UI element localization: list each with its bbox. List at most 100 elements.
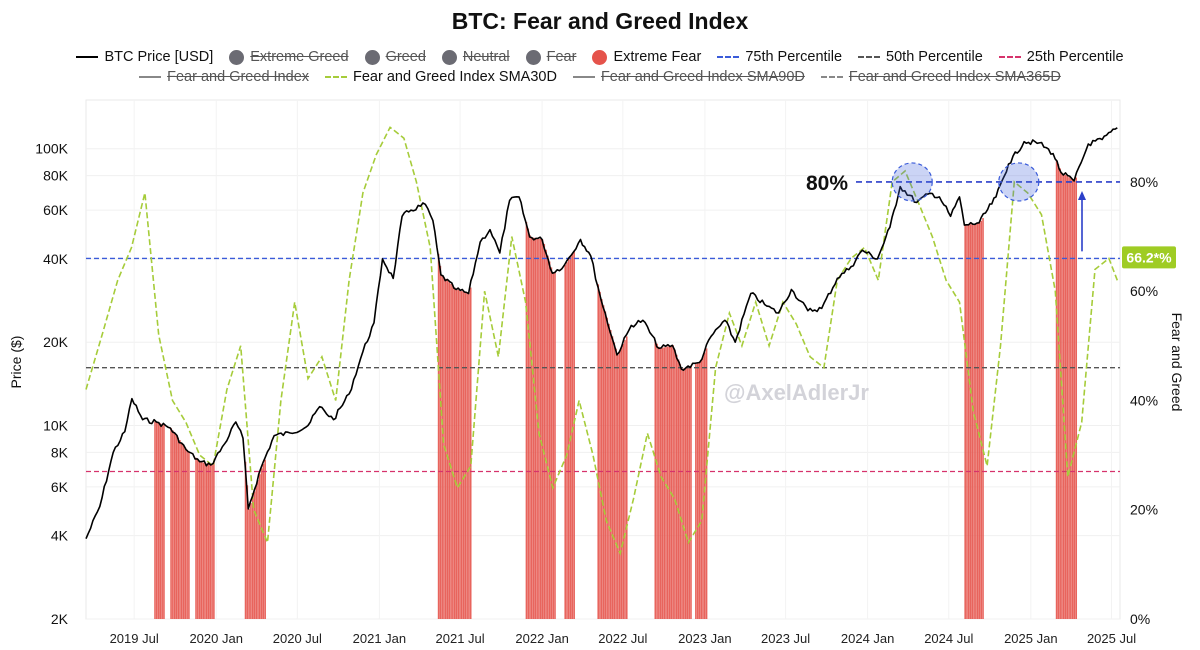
- extreme-fear-bar: [548, 261, 551, 619]
- legend-item-fear-and-greed-index-sma90d[interactable]: Fear and Greed Index SMA90D: [572, 69, 805, 85]
- extreme-fear-bar: [613, 342, 616, 619]
- legend-label: Fear and Greed Index: [167, 69, 310, 85]
- y-left-tick-label: 20K: [43, 334, 69, 350]
- extreme-fear-bar: [1066, 176, 1069, 619]
- extreme-fear-bar: [469, 287, 472, 619]
- x-tick-label: 2025 Jul: [1087, 631, 1136, 646]
- extreme-fear-bar: [538, 238, 540, 619]
- extreme-fear-bar: [677, 359, 680, 619]
- legend-item-greed[interactable]: Greed: [364, 49, 426, 65]
- legend-label: Greed: [385, 49, 426, 65]
- y-right-tick-label: 20%: [1130, 502, 1158, 518]
- y-left-tick-label: 6K: [51, 479, 69, 495]
- legend-swatch: [229, 49, 245, 65]
- extreme-fear-bar: [688, 366, 690, 619]
- extreme-fear-bar: [547, 255, 549, 619]
- y-right-tick-label: 0%: [1130, 611, 1150, 627]
- legend-item-neutral[interactable]: Neutral: [441, 49, 510, 65]
- extreme-fear-bar: [173, 432, 176, 619]
- fng-sma30d-line: [85, 126, 1119, 556]
- y-left-tick-label: 4K: [51, 528, 69, 544]
- extreme-fear-bar: [200, 461, 203, 619]
- extreme-fear-bar: [571, 253, 574, 619]
- extreme-fear-bar: [1055, 159, 1058, 620]
- y-right-tick-label: 60%: [1130, 283, 1158, 299]
- extreme-fear-bar: [539, 239, 542, 619]
- legend-swatch: [139, 76, 162, 78]
- x-tick-label: 2020 Jan: [189, 631, 243, 646]
- watermark: @AxelAdlerJr: [724, 380, 869, 405]
- extreme-fear-bar: [1070, 178, 1072, 620]
- fng-sma30d-path: [85, 126, 1119, 556]
- extreme-fear-bar: [654, 340, 657, 619]
- extreme-fear-bar: [665, 346, 667, 619]
- y-right-tick-label: 40%: [1130, 392, 1158, 408]
- legend-item-extreme-fear[interactable]: Extreme Fear: [592, 49, 701, 65]
- extreme-fear-bar: [448, 282, 451, 619]
- extreme-fear-bar: [170, 427, 172, 619]
- y-axis-right: 0% 20% 40% 60% 80%: [1130, 174, 1158, 627]
- extreme-fear-bar: [195, 457, 197, 619]
- extreme-fear-bar: [251, 497, 254, 619]
- legend-item-extreme-greed[interactable]: Extreme Greed: [229, 49, 349, 65]
- extreme-fear-bar: [244, 461, 247, 619]
- extreme-fear-bar: [248, 508, 250, 619]
- legend-item-fear-and-greed-index[interactable]: Fear and Greed Index: [139, 69, 309, 85]
- legend-item-fear[interactable]: Fear: [525, 49, 576, 65]
- highlight-circle: [998, 162, 1040, 202]
- extreme-fear-bar: [246, 485, 249, 619]
- legend-item-75th-percentile[interactable]: 75th Percentile: [717, 49, 842, 65]
- legend-item-25th-percentile[interactable]: 25th Percentile: [998, 49, 1124, 65]
- level-80-label: 80%: [806, 172, 848, 195]
- extreme-fear-bar: [679, 364, 682, 619]
- extreme-fear-bar: [969, 224, 972, 619]
- legend-label: Fear and Greed Index SMA365D: [848, 69, 1061, 85]
- y-left-tick-label: 60K: [43, 202, 69, 218]
- legend-swatch: [820, 76, 843, 78]
- extreme-fear-bar: [982, 218, 984, 620]
- extreme-fear-bar: [976, 223, 979, 619]
- y-left-tick-label: 2K: [51, 611, 69, 627]
- extreme-fear-bar: [675, 354, 678, 619]
- extreme-fear-bar: [437, 253, 440, 620]
- extreme-fear-bar: [1057, 164, 1060, 620]
- extreme-fear-bar: [450, 283, 452, 619]
- legend-item-fear-and-greed-index-sma365d[interactable]: Fear and Greed Index SMA365D: [820, 69, 1061, 85]
- extreme-fear-bar: [527, 228, 530, 619]
- extreme-fear-bar: [536, 238, 538, 619]
- y-axis-left-label: Price ($): [8, 336, 24, 389]
- extreme-fear-bar: [672, 345, 674, 619]
- x-tick-label: 2021 Jan: [353, 631, 407, 646]
- extreme-fear-bar: [446, 280, 449, 619]
- extreme-fear-bar: [573, 250, 575, 619]
- legend-item-50th-percentile[interactable]: 50th Percentile: [858, 49, 983, 65]
- legend-swatch: [76, 56, 99, 58]
- extreme-fear-bar: [966, 224, 968, 619]
- extreme-fear-bar: [666, 346, 669, 619]
- extreme-fear-bar: [207, 464, 210, 619]
- y-left-tick-label: 40K: [43, 251, 69, 267]
- extreme-fear-bar: [604, 311, 607, 619]
- extreme-fear-bar: [534, 237, 537, 620]
- legend-row-1: BTC Price [USD] Extreme Greed Greed Neutral…: [0, 49, 1200, 65]
- extreme-fear-bar: [661, 347, 664, 619]
- extreme-fear-bar: [695, 364, 697, 619]
- extreme-fear-bar: [211, 464, 213, 619]
- extreme-fear-bar: [175, 435, 178, 619]
- legend-item-btc-price-usd[interactable]: BTC Price [USD]: [76, 49, 213, 65]
- extreme-fear-bar: [599, 291, 601, 619]
- extreme-fear-bar: [597, 284, 600, 619]
- extreme-fear-bar: [441, 275, 443, 619]
- legend-item-fear-and-greed-index-sma30d[interactable]: Fear and Greed Index SMA30D: [325, 69, 557, 85]
- extreme-fear-bar: [1075, 177, 1078, 619]
- current-value-label: 66.2*%: [1126, 249, 1172, 265]
- extreme-fear-bar: [567, 259, 570, 619]
- y-left-tick-label: 8K: [51, 444, 69, 460]
- extreme-fear-bar: [705, 348, 708, 619]
- legend-label: Fear and Greed Index SMA90D: [600, 69, 805, 85]
- extreme-fear-bar: [1059, 168, 1061, 620]
- extreme-fear-bar: [674, 350, 676, 619]
- extreme-fear-bar: [543, 243, 546, 619]
- extreme-fear-bar: [624, 340, 626, 619]
- x-tick-label: 2022 Jul: [598, 631, 647, 646]
